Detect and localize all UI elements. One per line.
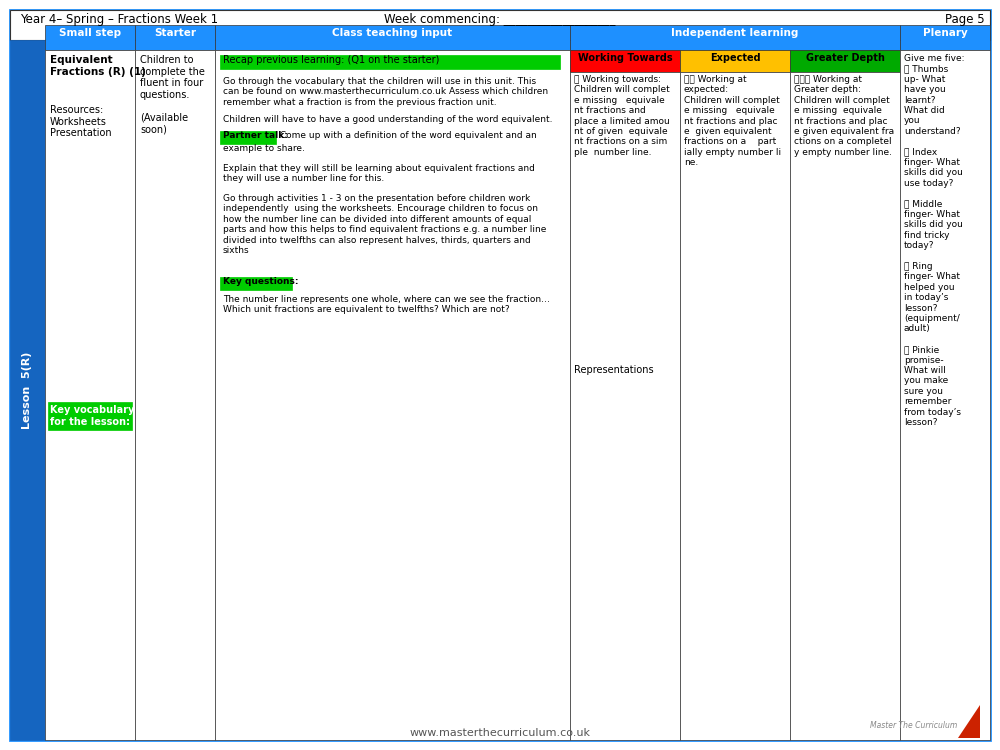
FancyBboxPatch shape	[10, 40, 45, 740]
Text: Go through activities 1 - 3 on the presentation before children work
independent: Go through activities 1 - 3 on the prese…	[223, 194, 546, 255]
Polygon shape	[958, 705, 980, 738]
FancyBboxPatch shape	[215, 25, 570, 50]
FancyBboxPatch shape	[680, 50, 790, 72]
Text: Equivalent
Fractions (R) (1): Equivalent Fractions (R) (1)	[50, 55, 146, 76]
Text: Resources:
Worksheets
Presentation: Resources: Worksheets Presentation	[50, 105, 112, 138]
Text: The number line represents one whole, where can we see the fraction…
Which unit : The number line represents one whole, wh…	[223, 295, 550, 314]
FancyBboxPatch shape	[220, 131, 276, 144]
FancyBboxPatch shape	[45, 25, 135, 50]
FancyBboxPatch shape	[48, 402, 132, 430]
Text: Lesson  5(R): Lesson 5(R)	[22, 351, 32, 429]
Text: Year 4– Spring – Fractions Week 1: Year 4– Spring – Fractions Week 1	[20, 13, 218, 26]
Text: Explain that they will still be learning about equivalent fractions and
they wil: Explain that they will still be learning…	[223, 164, 535, 184]
Text: Small step: Small step	[59, 28, 121, 38]
FancyBboxPatch shape	[220, 277, 292, 290]
FancyBboxPatch shape	[570, 72, 680, 740]
FancyBboxPatch shape	[570, 50, 680, 72]
Text: example to share.: example to share.	[223, 144, 305, 153]
FancyBboxPatch shape	[680, 72, 790, 740]
FancyBboxPatch shape	[570, 25, 900, 50]
Text: ⭐⭐ Working at
expected:
Children will complet
e missing   equivale
nt fractions : ⭐⭐ Working at expected: Children will co…	[684, 75, 781, 167]
FancyBboxPatch shape	[45, 50, 135, 740]
Text: ⭐ Working towards:
Children will complet
e missing   equivale
nt fractions and
p: ⭐ Working towards: Children will complet…	[574, 75, 670, 157]
Text: Children to
complete the
fluent in four
questions.

(Available
soon): Children to complete the fluent in four …	[140, 55, 205, 134]
FancyBboxPatch shape	[10, 10, 990, 40]
Text: www.masterthecurriculum.co.uk: www.masterthecurriculum.co.uk	[410, 728, 590, 738]
Text: Expected: Expected	[710, 53, 760, 63]
FancyBboxPatch shape	[135, 50, 215, 740]
Text: Page 5: Page 5	[945, 13, 985, 26]
FancyBboxPatch shape	[900, 50, 990, 740]
FancyBboxPatch shape	[790, 50, 900, 72]
FancyBboxPatch shape	[220, 55, 560, 69]
Text: Go through the vocabulary that the children will use in this unit. This
can be f: Go through the vocabulary that the child…	[223, 77, 548, 106]
Text: Partner talk:: Partner talk:	[223, 131, 288, 140]
Text: Master The Curriculum: Master The Curriculum	[870, 721, 957, 730]
Text: Recap previous learning: (Q1 on the starter): Recap previous learning: (Q1 on the star…	[223, 55, 439, 65]
Text: Week commencing: ___________________: Week commencing: ___________________	[384, 13, 616, 26]
Text: Key vocabulary
for the lesson:: Key vocabulary for the lesson:	[50, 405, 134, 427]
FancyBboxPatch shape	[790, 72, 900, 740]
Text: Class teaching input: Class teaching input	[332, 28, 453, 38]
Text: Come up with a definition of the word equivalent and an: Come up with a definition of the word eq…	[277, 131, 537, 140]
Text: Children will have to have a good understanding of the word equivalent.: Children will have to have a good unders…	[223, 115, 552, 124]
Text: Key questions:: Key questions:	[223, 277, 298, 286]
FancyBboxPatch shape	[215, 50, 570, 740]
Text: Starter: Starter	[154, 28, 196, 38]
FancyBboxPatch shape	[10, 10, 990, 740]
Text: Working Towards: Working Towards	[578, 53, 672, 63]
Text: Plenary: Plenary	[923, 28, 967, 38]
FancyBboxPatch shape	[900, 25, 990, 50]
Text: Greater Depth: Greater Depth	[806, 53, 884, 63]
Text: Give me five:
🤚 Thumbs
up- What
have you
learnt?
What did
you
understand?

🤚 Ind: Give me five: 🤚 Thumbs up- What have you…	[904, 54, 964, 427]
Text: ⭐⭐⭐ Working at
Greater depth:
Children will complet
e missing  equivale
nt fract: ⭐⭐⭐ Working at Greater depth: Children w…	[794, 75, 894, 157]
Text: Independent learning: Independent learning	[671, 28, 799, 38]
FancyBboxPatch shape	[135, 25, 215, 50]
Text: Representations: Representations	[574, 365, 654, 375]
